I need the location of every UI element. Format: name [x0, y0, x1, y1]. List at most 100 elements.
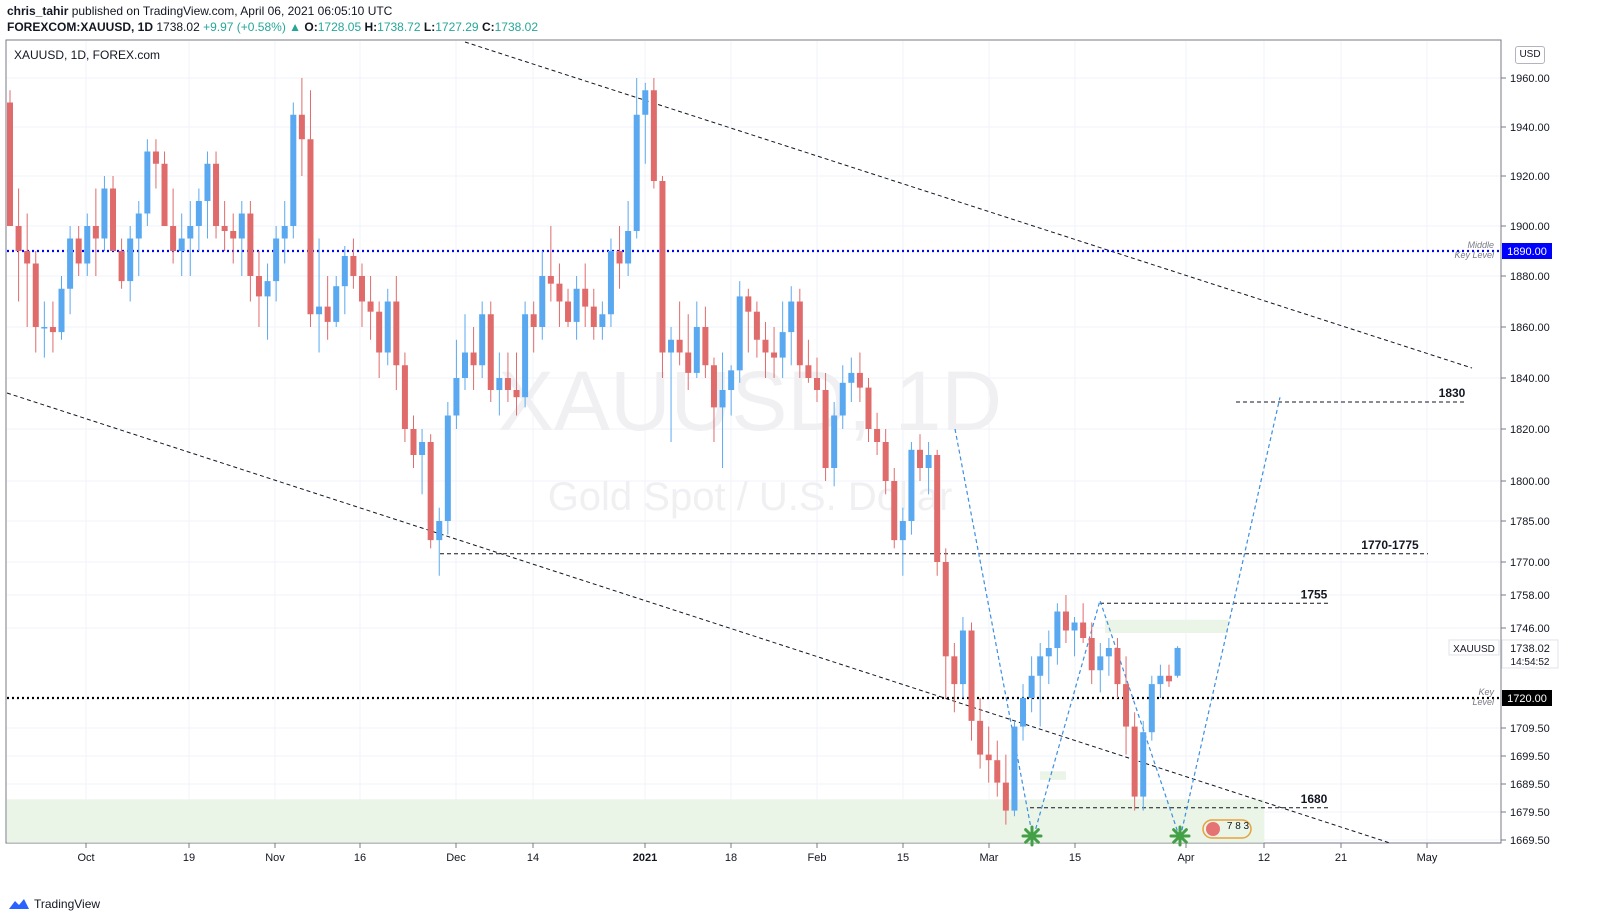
candle[interactable]: [1174, 646, 1181, 678]
candle[interactable]: [221, 201, 228, 251]
candle[interactable]: [298, 78, 305, 176]
candle[interactable]: [67, 226, 74, 315]
tradingview-logo-icon[interactable]: [8, 897, 30, 911]
candle[interactable]: [1114, 638, 1121, 698]
candle[interactable]: [650, 78, 657, 189]
candle[interactable]: [419, 429, 426, 495]
candle[interactable]: [410, 415, 417, 469]
candle[interactable]: [255, 251, 262, 327]
candles[interactable]: [7, 78, 1181, 825]
candle[interactable]: [685, 314, 692, 390]
candle[interactable]: [822, 372, 829, 481]
candle[interactable]: [573, 276, 580, 340]
candle[interactable]: [779, 301, 786, 379]
candle[interactable]: [607, 238, 614, 328]
candle[interactable]: [1028, 656, 1035, 713]
candle[interactable]: [393, 276, 400, 390]
candle[interactable]: [710, 357, 717, 442]
candle[interactable]: [959, 617, 966, 698]
candle[interactable]: [358, 263, 365, 328]
candle[interactable]: [977, 698, 984, 769]
candle[interactable]: [290, 102, 297, 239]
candle[interactable]: [401, 352, 408, 443]
candle[interactable]: [642, 82, 649, 164]
candle[interactable]: [427, 434, 434, 549]
candle[interactable]: [307, 90, 314, 327]
candle[interactable]: [839, 365, 846, 429]
candle[interactable]: [453, 339, 460, 429]
candle[interactable]: [582, 263, 589, 328]
candle[interactable]: [230, 213, 237, 264]
candle[interactable]: [496, 352, 503, 416]
candle[interactable]: [1123, 656, 1130, 755]
candle[interactable]: [856, 352, 863, 403]
candle[interactable]: [625, 201, 632, 276]
candle[interactable]: [487, 301, 494, 403]
candle[interactable]: [1062, 595, 1069, 643]
candle[interactable]: [882, 429, 889, 495]
candle[interactable]: [994, 740, 1001, 797]
candle[interactable]: [127, 226, 134, 302]
candle[interactable]: [1037, 643, 1044, 727]
candle[interactable]: [633, 78, 640, 239]
candle[interactable]: [161, 151, 168, 227]
candle[interactable]: [771, 327, 778, 378]
candle[interactable]: [15, 188, 22, 302]
candle[interactable]: [745, 288, 752, 353]
candle[interactable]: [238, 201, 245, 276]
candle[interactable]: [968, 622, 975, 741]
candle[interactable]: [848, 357, 855, 402]
candle[interactable]: [788, 286, 795, 366]
candle[interactable]: [616, 226, 623, 289]
candle[interactable]: [565, 288, 572, 327]
candle[interactable]: [805, 339, 812, 383]
candle[interactable]: [668, 327, 675, 442]
candle[interactable]: [762, 321, 769, 378]
candle[interactable]: [376, 301, 383, 379]
candle[interactable]: [384, 288, 391, 366]
candle[interactable]: [530, 301, 537, 353]
candle[interactable]: [891, 468, 898, 549]
price-axis[interactable]: 1960.00 1940.00 1920.00 1900.00 1880.00 1860.…: [1501, 73, 1550, 847]
candle[interactable]: [195, 188, 202, 252]
candle[interactable]: [728, 365, 735, 416]
candle[interactable]: [135, 201, 142, 276]
candle[interactable]: [556, 263, 563, 328]
candle[interactable]: [1105, 638, 1112, 676]
candle[interactable]: [590, 288, 597, 340]
candle[interactable]: [736, 281, 743, 383]
candle[interactable]: [831, 402, 838, 487]
candle[interactable]: [479, 301, 486, 379]
candle[interactable]: [874, 412, 881, 455]
candle[interactable]: [350, 238, 357, 289]
candle[interactable]: [908, 442, 915, 535]
candle[interactable]: [753, 301, 760, 358]
footer-brand[interactable]: TradingView: [34, 897, 101, 911]
candle[interactable]: [316, 238, 323, 353]
candle[interactable]: [985, 726, 992, 783]
candle[interactable]: [341, 246, 348, 315]
candle[interactable]: [1002, 754, 1009, 825]
candle[interactable]: [899, 507, 906, 576]
candle[interactable]: [213, 151, 220, 239]
candle[interactable]: [118, 238, 125, 289]
candle[interactable]: [436, 507, 443, 576]
candle[interactable]: [599, 301, 606, 340]
candle[interactable]: [702, 306, 709, 378]
candle[interactable]: [1020, 684, 1027, 741]
candle[interactable]: [813, 357, 820, 402]
candle[interactable]: [1148, 675, 1155, 741]
candle[interactable]: [187, 201, 194, 276]
candle[interactable]: [84, 213, 91, 277]
publisher-name[interactable]: chris_tahir: [7, 4, 69, 18]
candle[interactable]: [204, 151, 211, 239]
candle[interactable]: [75, 226, 82, 276]
candle[interactable]: [1140, 720, 1147, 811]
candle[interactable]: [1054, 603, 1061, 665]
candle[interactable]: [1011, 720, 1018, 817]
candle[interactable]: [1071, 617, 1078, 657]
candle[interactable]: [1097, 643, 1104, 693]
candle[interactable]: [444, 402, 451, 535]
candle[interactable]: [462, 314, 469, 390]
candle[interactable]: [58, 276, 65, 340]
